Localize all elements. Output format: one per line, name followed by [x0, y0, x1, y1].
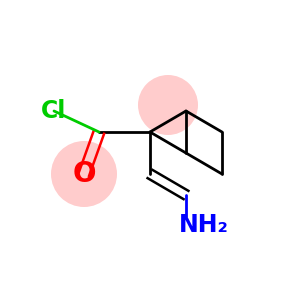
Text: O: O: [72, 160, 96, 188]
Text: NH₂: NH₂: [179, 213, 229, 237]
Circle shape: [51, 141, 117, 207]
Circle shape: [138, 75, 198, 135]
Text: Cl: Cl: [41, 99, 67, 123]
